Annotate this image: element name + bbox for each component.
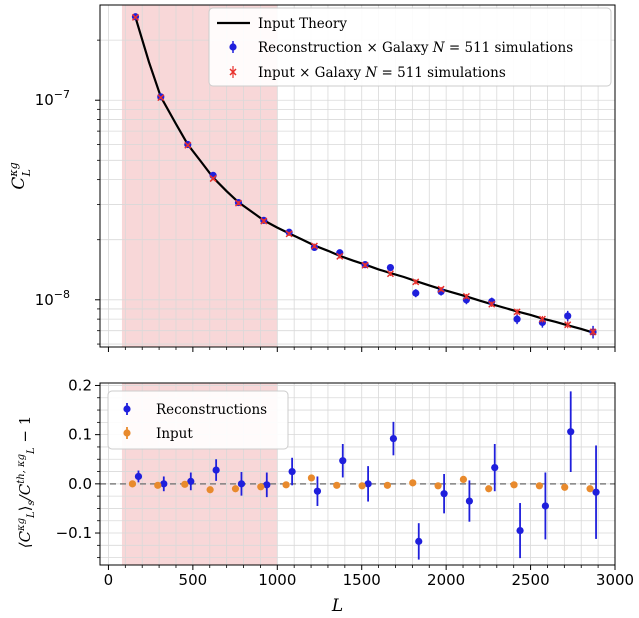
input-cross-point [589, 328, 597, 336]
input-point [257, 483, 265, 491]
input-point [154, 481, 162, 489]
input-cross-point [513, 308, 521, 316]
y-tick-label: 0.0 [68, 475, 92, 493]
legend-cross [229, 68, 237, 76]
legend-point [123, 405, 131, 413]
x-tick-label: 3000 [596, 571, 634, 589]
input-point [358, 482, 366, 490]
reconstructions-point [160, 480, 168, 488]
reconstructions-point [313, 487, 322, 495]
reconstructions-point [389, 434, 398, 443]
input-point [307, 474, 316, 482]
input-point [561, 483, 569, 491]
reconstruction-point [564, 312, 572, 320]
x-tick-label: 2500 [511, 571, 549, 589]
reconstruction-point [386, 263, 395, 272]
input-cross-point [184, 141, 192, 149]
input-cross-point [437, 285, 445, 293]
reconstructions-point [491, 464, 499, 472]
y-axis-label: CκgL [7, 162, 33, 189]
reconstructions-point [541, 502, 549, 510]
reconstructions-point [516, 526, 524, 535]
reconstructions-point [440, 490, 448, 498]
input-cross-point [234, 199, 242, 207]
input-cross-point [260, 217, 268, 225]
input-cross-point [462, 292, 470, 300]
y-tick-label: 0.2 [68, 376, 92, 394]
input-cross-point [412, 278, 420, 286]
reconstructions-point [567, 428, 575, 436]
y-tick-label: 0.1 [68, 426, 92, 444]
input-cross-point [131, 13, 139, 21]
axes-frame [99, 382, 616, 566]
input-point [231, 485, 240, 493]
legend: Reconstructions Input [107, 390, 289, 450]
x-tick-label: 0 [104, 571, 114, 589]
input-point [485, 485, 493, 493]
input-point [434, 482, 442, 490]
input-point [206, 486, 214, 494]
input-point [282, 481, 290, 489]
reconstructions-point [187, 477, 195, 485]
input-point [510, 481, 518, 489]
input-point [409, 479, 417, 487]
legend-label: Input Theory [258, 16, 347, 32]
legend-label: Input × Galaxy N = 511 simulations [258, 65, 506, 81]
reconstructions-point [288, 467, 296, 476]
input-point [383, 481, 392, 489]
y-tick-label: −0.1 [56, 524, 92, 542]
legend-point [123, 429, 131, 437]
input-point [181, 480, 189, 488]
input-cross-point [361, 261, 369, 269]
y-tick-label: 10−7 [35, 88, 70, 109]
legend: Input Theory Reconstruction × Galaxy N = … [208, 7, 612, 87]
input-cross-point [538, 315, 546, 323]
input-point [586, 485, 594, 493]
legend-label: Input [156, 426, 193, 442]
input-cross-point [488, 300, 496, 308]
plot-area [128, 391, 600, 560]
reconstructions-point [465, 497, 474, 505]
input-cross-point [564, 321, 572, 329]
x-axis-label: L [331, 596, 343, 616]
plot-area [131, 13, 597, 339]
y-axis-label: ⟨CκgL⟩s/Cth, κgL − 1 [16, 416, 37, 549]
reconstructions-point [212, 466, 220, 474]
axes-frame [99, 4, 616, 348]
input-cross-point [209, 175, 217, 183]
input-point [535, 482, 543, 490]
legend-box [208, 7, 612, 87]
reconstructions-point [364, 480, 372, 488]
legend-box [107, 390, 289, 450]
input-cross-point [310, 242, 318, 250]
x-tick-label: 1000 [258, 571, 296, 589]
legend-point [229, 43, 237, 51]
reconstructions-point [134, 472, 143, 481]
input-point [459, 475, 468, 484]
input-cross-point [285, 230, 293, 238]
x-tick-label: 2000 [427, 571, 465, 589]
reconstructions-point [237, 480, 246, 488]
input-cross-point [336, 252, 344, 260]
reconstructions-point [415, 537, 423, 545]
bottom-panel: 0 500 1000 1500 2000 2500 3000 −0.1 0.0 0.1 0.2 L ⟨C… [16, 376, 634, 616]
input-point [128, 480, 137, 488]
x-tick-label: 1500 [343, 571, 381, 589]
input-point [333, 481, 341, 489]
legend-label: Reconstruction × Galaxy N = 511 simulati… [258, 40, 573, 56]
reconstructions-point [592, 488, 600, 496]
reconstructions-point [263, 481, 271, 489]
reconstructions-point [339, 457, 347, 465]
top-panel: 10−7 10−8 CκgL Input Theory Reconstruction ×… [7, 4, 616, 352]
legend-label: Reconstructions [156, 402, 267, 418]
reconstruction-point [513, 315, 521, 323]
reconstruction-point [412, 289, 420, 297]
y-tick-label: 10−8 [35, 288, 70, 309]
input-cross-point [157, 94, 165, 102]
x-tick-label: 500 [179, 571, 208, 589]
input-cross-point [386, 270, 394, 278]
